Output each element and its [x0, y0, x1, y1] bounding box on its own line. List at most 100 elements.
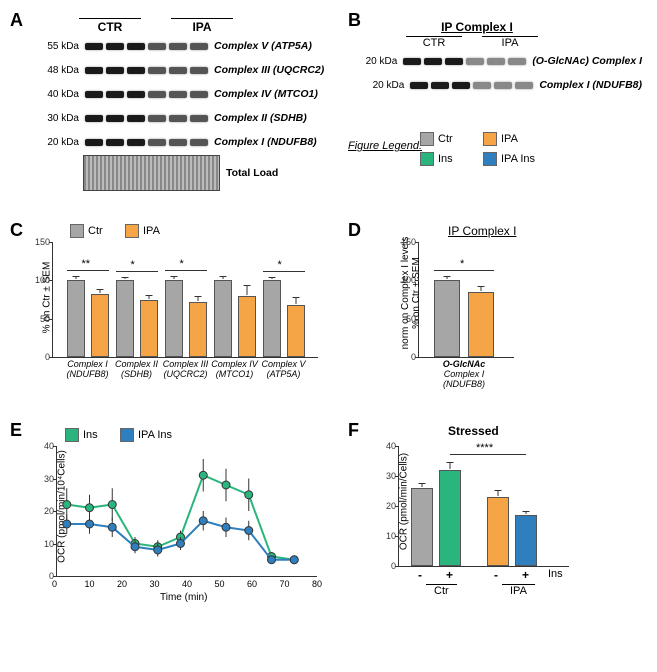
swatch-ipa-ins — [483, 152, 497, 166]
blot-row: 20 kDaComplex I (NDUFB8) — [35, 130, 325, 154]
band — [148, 115, 166, 122]
chart-d: norm on Complex I levels % on Ctr ± SEM … — [418, 242, 514, 358]
lanes — [85, 91, 208, 98]
sig-label: ** — [82, 258, 91, 270]
band — [127, 43, 145, 50]
panel-f-label: F — [348, 420, 359, 441]
kda-label: 20 kDa — [362, 56, 401, 67]
blot-label: Complex I (NDUFB8) — [539, 79, 642, 91]
figure-legend-title: Figure Legend: — [348, 140, 422, 152]
panel-c: C Ctr IPA % on Ctr ± SEM 050100150**Comp… — [10, 220, 330, 410]
group-label-ctr: CTR — [79, 18, 141, 34]
band — [190, 67, 208, 74]
data-point — [108, 523, 116, 531]
band — [106, 67, 124, 74]
x-right-label: Ins — [548, 568, 563, 580]
band — [190, 91, 208, 98]
bar-ipa — [189, 302, 207, 357]
total-load-row: Total Load — [35, 154, 325, 192]
lanes — [410, 82, 533, 89]
xtick: 30 — [150, 579, 160, 589]
data-point — [245, 491, 253, 499]
chart-e-xlabel: Time (min) — [160, 592, 207, 603]
band — [85, 43, 103, 50]
bar-ins — [439, 470, 461, 566]
swatch-ctr — [420, 132, 434, 146]
bar-ipa_ins — [515, 515, 537, 566]
xtick-label: - — [494, 568, 498, 582]
band — [169, 67, 187, 74]
band — [169, 115, 187, 122]
bar-ipa — [91, 294, 109, 357]
bar-ctr — [116, 280, 134, 357]
band — [85, 67, 103, 74]
band — [508, 58, 526, 65]
band — [148, 91, 166, 98]
legend-ipa-ins: IPA Ins — [483, 152, 535, 166]
xcat-label: Complex V (ATP5A) — [257, 357, 311, 379]
blot-row: 30 kDaComplex II (SDHB) — [35, 106, 325, 130]
data-point — [177, 540, 185, 548]
xtick: 50 — [215, 579, 225, 589]
band — [445, 58, 463, 65]
data-point — [108, 501, 116, 509]
bar-ctr — [67, 280, 85, 357]
swatch-ipa — [483, 132, 497, 146]
kda-label: 40 kDa — [35, 89, 83, 100]
legend-e-ipains: IPA Ins — [120, 428, 172, 442]
data-point — [86, 504, 94, 512]
xtick-label: - — [418, 568, 422, 582]
bar-ctr — [214, 280, 232, 357]
chart-d-ylabel: norm on Complex I levels % on Ctr ± SEM — [400, 233, 422, 353]
xcat-label: Complex III (UQCRC2) — [159, 357, 213, 379]
bar-ctr — [411, 488, 433, 566]
band — [148, 139, 166, 146]
panel-e-label: E — [10, 420, 22, 441]
bar-ipa — [287, 305, 305, 357]
swatch-ins — [420, 152, 434, 166]
band — [169, 91, 187, 98]
blot-label: Complex I (NDUFB8) — [214, 136, 317, 148]
data-point — [245, 527, 253, 535]
band — [127, 139, 145, 146]
lanes — [85, 139, 208, 146]
band — [190, 43, 208, 50]
chart-c: % on Ctr ± SEM 050100150**Complex I (NDU… — [52, 242, 318, 358]
band — [494, 82, 512, 89]
xtick-label: + — [522, 568, 529, 582]
bar-ipa — [140, 300, 158, 357]
chart-d-title: IP Complex I — [448, 224, 516, 238]
band — [169, 43, 187, 50]
panel-b: B IP Complex I CTR IPA 20 kDa(O-GlcNAc) … — [348, 10, 648, 210]
band — [424, 58, 442, 65]
blot-row: 20 kDa Complex I (NDUFB8) — [362, 73, 642, 97]
total-load-gel — [83, 155, 220, 191]
blot-label: Complex IV (MTCO1) — [214, 88, 318, 100]
kda-label: 20 kDa — [362, 80, 408, 91]
ip-title: IP Complex I — [402, 20, 552, 34]
band — [85, 115, 103, 122]
chart-e: OCR (pmol/min/10⁴Cells) 0102030400102030… — [56, 446, 317, 577]
band — [410, 82, 428, 89]
xtick: 40 — [182, 579, 192, 589]
xtick-label: + — [446, 568, 453, 582]
legend-ctr: Ctr — [420, 132, 453, 146]
legend-ipa: IPA — [483, 132, 518, 146]
bar-ipa — [487, 497, 509, 566]
data-point — [154, 546, 162, 554]
panel-d: D IP Complex I norm on Complex I levels … — [348, 220, 648, 410]
ip-group-ipa: IPA — [482, 36, 538, 49]
xtick: 0 — [52, 579, 57, 589]
sig-label: * — [278, 259, 282, 271]
kda-label: 55 kDa — [35, 41, 83, 52]
band — [85, 139, 103, 146]
sig-label: * — [460, 258, 464, 270]
data-point — [199, 517, 207, 525]
panel-d-label: D — [348, 220, 361, 241]
lanes — [85, 43, 208, 50]
xcat-label: Complex II (SDHB) — [110, 357, 164, 379]
band — [127, 115, 145, 122]
band — [431, 82, 449, 89]
bar-ipa — [468, 292, 494, 357]
band — [515, 82, 533, 89]
